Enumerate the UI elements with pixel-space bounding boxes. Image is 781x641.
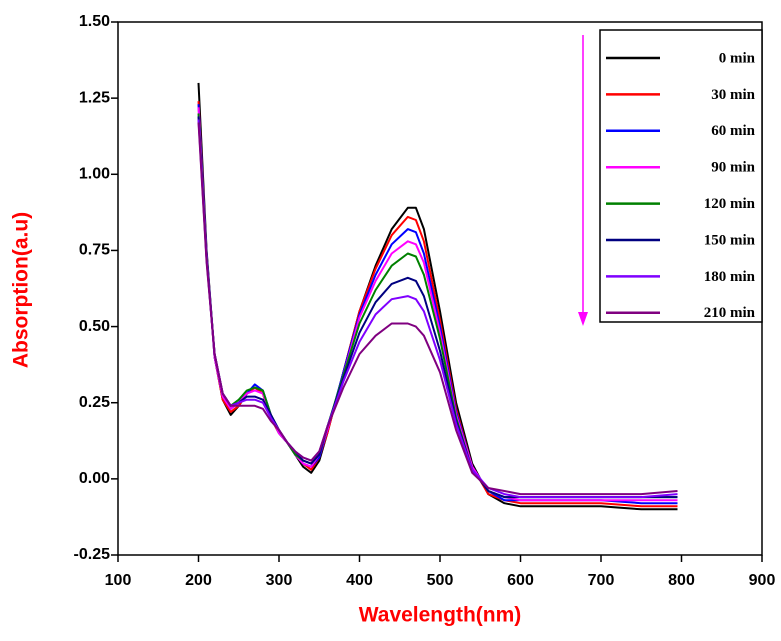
x-tick-label: 700: [588, 572, 615, 589]
trend-arrow-head: [578, 312, 588, 326]
y-tick-label: 1.25: [79, 89, 110, 106]
legend-label: 180 min: [704, 269, 756, 285]
x-tick-label: 900: [749, 572, 776, 589]
y-tick-label: 0.25: [79, 394, 110, 411]
legend-label: 150 min: [704, 232, 756, 248]
y-tick-label: 0.00: [79, 470, 110, 487]
legend-box: [599, 29, 763, 323]
x-tick-label: 500: [427, 572, 454, 589]
legend-label: 90 min: [711, 160, 755, 176]
legend-label: 120 min: [704, 196, 756, 212]
x-tick-label: 200: [185, 572, 212, 589]
legend-label: 210 min: [704, 305, 756, 321]
legend-label: 60 min: [711, 123, 755, 139]
series-line: [197, 119, 678, 499]
y-axis-title: Absorption(a.u): [10, 212, 33, 368]
y-tick-label: 0.75: [79, 242, 110, 259]
y-tick-label: 1.00: [79, 166, 110, 183]
x-axis-title: Wavelength(nm): [359, 604, 522, 627]
x-tick-label: 600: [507, 572, 534, 589]
y-tick-label: 0.50: [79, 318, 110, 335]
y-tick-label: -0.25: [74, 546, 111, 563]
legend-label: 0 min: [719, 50, 756, 66]
x-tick-label: 100: [105, 572, 132, 589]
y-tick-label: 1.50: [79, 13, 110, 30]
legend-label: 30 min: [711, 87, 755, 103]
series-line: [197, 122, 678, 496]
x-tick-label: 800: [668, 572, 695, 589]
x-tick-label: 300: [266, 572, 293, 589]
x-tick-label: 400: [346, 572, 373, 589]
